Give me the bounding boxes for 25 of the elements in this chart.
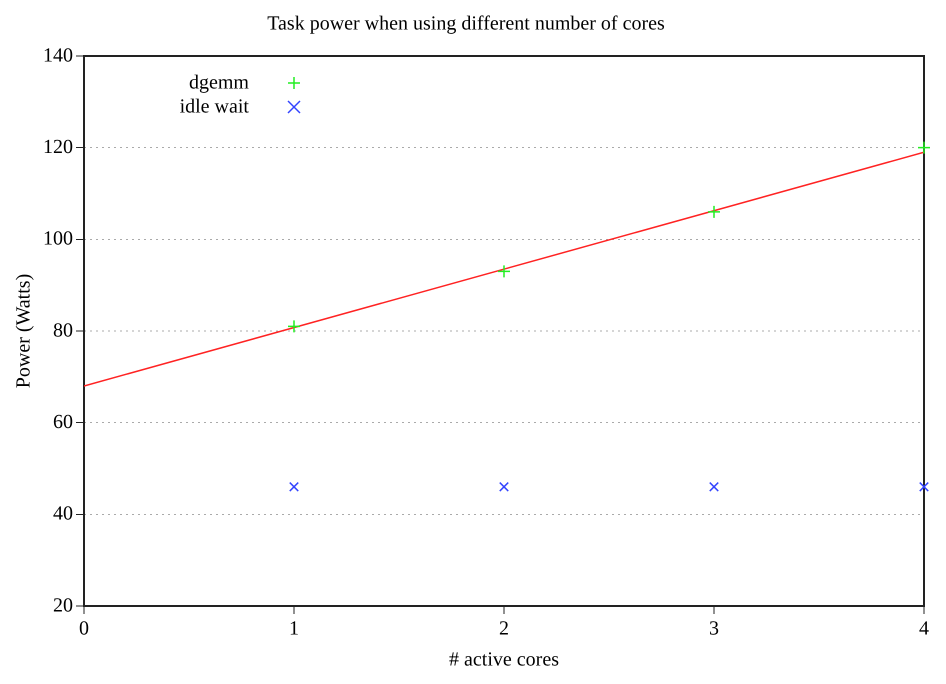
point	[289, 482, 299, 492]
y-tick-label: 40	[53, 502, 73, 525]
y-tick-label: 100	[43, 228, 73, 250]
x-tick-label: 3	[709, 617, 719, 640]
x-tick-label: 1	[289, 617, 299, 640]
x-tick-label: 4	[919, 617, 929, 640]
x-tick-label: 2	[499, 617, 509, 640]
y-tick-label: 60	[53, 410, 73, 433]
point	[917, 140, 931, 154]
y-tick-label: 140	[43, 44, 73, 66]
y-tick-label: 80	[53, 319, 73, 342]
y-tick-label: 20	[53, 594, 73, 616]
point	[287, 320, 301, 334]
x-tick-label: 0	[79, 617, 89, 640]
point	[497, 264, 511, 278]
point	[707, 205, 721, 219]
y-axis-title: Power (Watts)	[12, 274, 34, 388]
x-axis-title: # active cores	[449, 648, 560, 670]
y-tick-label: 120	[43, 136, 73, 158]
legend-label: idle wait	[180, 95, 250, 118]
point	[499, 482, 509, 492]
legend-label: dgemm	[189, 71, 250, 94]
point	[709, 482, 719, 492]
chart-title: Task power when using different number of cores	[267, 12, 665, 34]
point	[919, 482, 929, 492]
